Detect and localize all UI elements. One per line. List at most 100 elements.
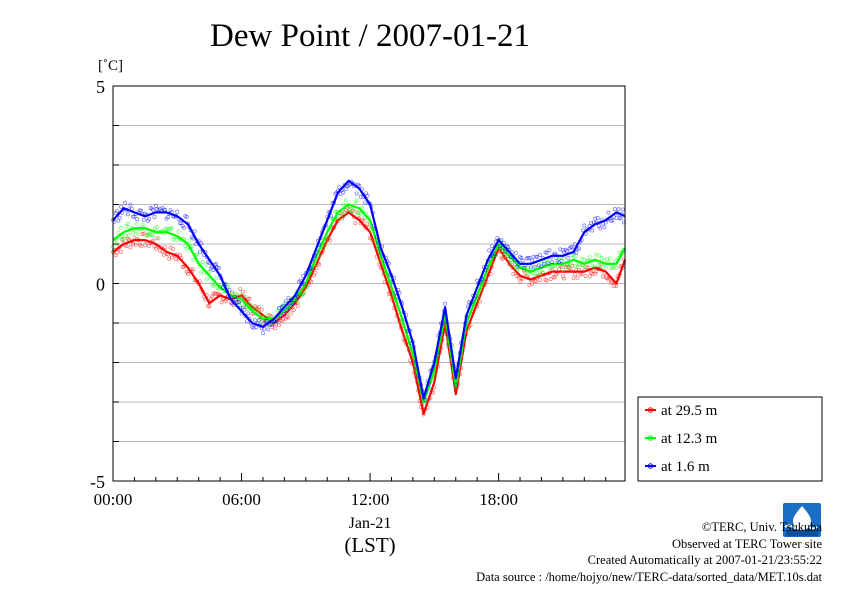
data-point <box>187 238 192 243</box>
data-point <box>173 257 178 261</box>
data-point <box>119 204 123 209</box>
data-point <box>226 284 231 289</box>
data-point <box>143 243 148 248</box>
data-point <box>175 209 180 214</box>
data-point <box>291 300 296 305</box>
data-point <box>614 216 619 220</box>
data-point <box>277 306 281 311</box>
data-point <box>516 275 521 280</box>
y-axis-unit-label: [˚C] <box>98 58 123 74</box>
data-point <box>278 313 283 318</box>
x-date-label: Jan-21 <box>349 515 392 532</box>
data-point <box>289 311 294 316</box>
data-point <box>238 287 243 292</box>
data-point <box>443 301 448 306</box>
data-point <box>527 255 532 260</box>
data-point <box>119 225 123 230</box>
data-point <box>532 264 537 269</box>
data-point <box>252 307 257 312</box>
data-point <box>266 313 271 318</box>
series-line <box>112 179 626 400</box>
data-point <box>593 216 597 221</box>
data-point <box>358 194 363 199</box>
legend-label: at 12.3 m <box>661 431 718 447</box>
data-point <box>220 286 225 291</box>
data-point <box>526 265 531 270</box>
data-point <box>135 221 140 226</box>
data-point <box>526 255 531 260</box>
data-point <box>538 272 543 277</box>
data-point <box>508 254 513 259</box>
data-point <box>177 221 182 225</box>
data-point <box>119 249 123 254</box>
data-point <box>598 262 603 267</box>
created-text: Created Automatically at 2007-01-21/23:5… <box>587 553 822 567</box>
data-point <box>169 255 174 260</box>
data-point <box>544 250 549 255</box>
data-point <box>115 241 119 246</box>
data-point <box>358 211 363 216</box>
data-point <box>618 216 623 221</box>
data-point <box>583 265 588 269</box>
data-point <box>128 202 133 207</box>
data-point <box>510 262 514 267</box>
data-point <box>277 323 281 328</box>
x-tick-label: 12:00 <box>351 490 390 509</box>
data-point <box>207 304 212 309</box>
data-point <box>597 253 601 258</box>
source-text: Data source : /home/hojyo/new/TERC-data/… <box>476 569 822 584</box>
data-point <box>530 281 535 286</box>
data-point <box>589 220 593 225</box>
data-point <box>203 263 208 268</box>
data-point <box>562 276 567 281</box>
data-point <box>263 319 268 324</box>
data-point <box>131 242 136 247</box>
series-line <box>112 203 626 404</box>
data-point <box>535 254 540 259</box>
data-point <box>559 259 564 264</box>
data-point <box>219 300 224 305</box>
data-point <box>423 397 427 402</box>
data-point <box>171 247 176 252</box>
data-point <box>574 250 579 255</box>
data-point <box>240 289 245 294</box>
series-at-1-6-m <box>111 179 626 402</box>
data-point <box>317 262 322 267</box>
data-point <box>182 225 186 230</box>
legend: at 29.5 m at 12.3 m at 1.6 m <box>637 396 823 482</box>
data-point <box>247 296 252 301</box>
data-point <box>342 210 347 215</box>
series-line <box>112 211 627 415</box>
data-point <box>273 326 277 331</box>
data-point <box>147 216 152 221</box>
data-point <box>515 267 520 272</box>
data-point <box>566 266 571 271</box>
data-point <box>186 272 190 276</box>
data-point <box>341 202 346 207</box>
data-point <box>165 215 170 220</box>
data-point <box>287 304 292 309</box>
data-point <box>169 225 174 230</box>
data-point <box>487 248 492 253</box>
data-point <box>214 275 219 280</box>
series-at-29-5-m <box>111 204 627 417</box>
data-point <box>547 248 552 253</box>
data-point <box>621 220 626 225</box>
data-point <box>562 256 567 261</box>
site-text: Observed at TERC Tower site <box>671 536 822 551</box>
data-point <box>246 311 251 316</box>
data-point <box>191 257 196 262</box>
data-point <box>141 231 146 236</box>
data-point <box>531 254 536 259</box>
data-point <box>131 230 136 235</box>
data-point <box>212 291 217 296</box>
data-point <box>362 200 367 205</box>
data-point <box>171 237 176 242</box>
data-point <box>504 254 509 259</box>
data-point <box>235 300 240 305</box>
data-point <box>614 265 619 270</box>
data-point <box>599 256 604 261</box>
data-point <box>564 249 569 253</box>
data-point <box>341 190 346 195</box>
